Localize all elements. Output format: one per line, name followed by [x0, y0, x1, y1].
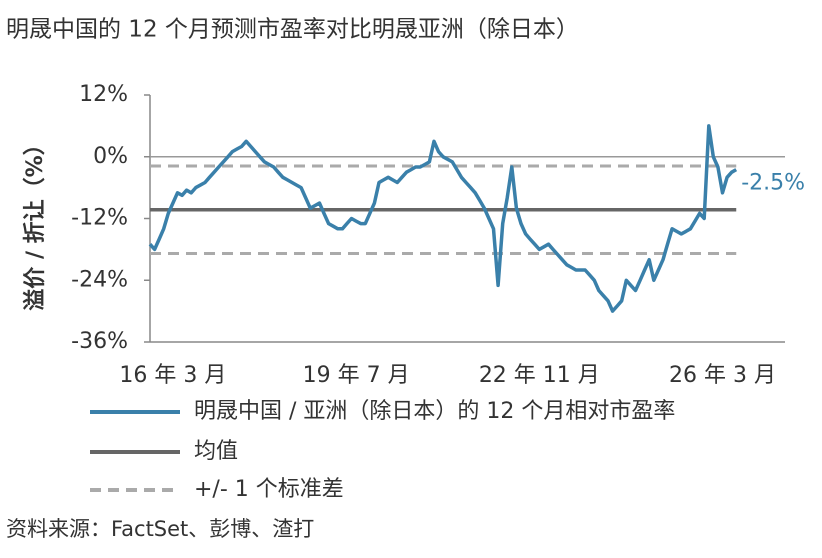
y-axis-label: 溢价 / 折让（%）	[22, 133, 48, 310]
x-tick-label: 19 年 7 月	[303, 363, 410, 388]
x-tick-label: 22 年 11 月	[479, 363, 600, 388]
chart-title: 明晟中国的 12 个月预测市盈率对比明晟亚洲（除日本）	[6, 17, 579, 43]
value-label: -2.5%	[741, 171, 805, 196]
legend-label: +/- 1 个标准差	[194, 477, 344, 502]
y-tick-label: -36%	[71, 329, 128, 354]
y-tick-label: 0%	[93, 144, 128, 169]
legend-label: 明晟中国 / 亚洲（除日本）的 12 个月相对市盈率	[194, 399, 675, 424]
legend-label: 均值	[194, 439, 238, 464]
source-note: 资料来源：FactSet、彭博、渣打	[6, 517, 314, 541]
x-tick-label: 26 年 3 月	[669, 363, 776, 388]
y-tick-label: -12%	[71, 206, 128, 231]
y-tick-label: -24%	[71, 267, 128, 292]
series-line	[148, 124, 738, 313]
x-tick-label: 16 年 3 月	[119, 363, 226, 388]
y-tick-label: 12%	[79, 82, 128, 107]
